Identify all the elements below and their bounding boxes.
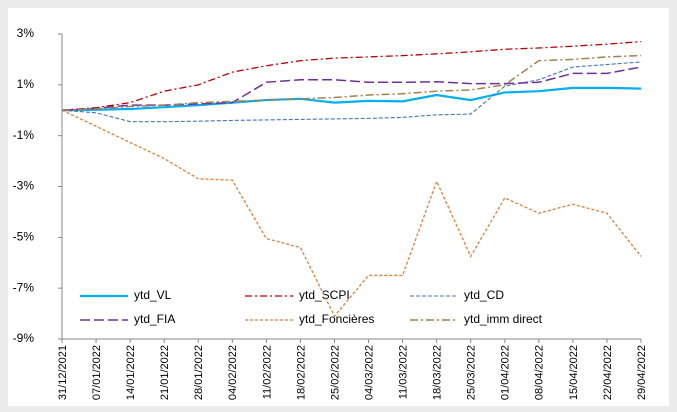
legend-label: ytd_imm direct [464, 312, 543, 326]
x-tick-label: 04/03/2022 [363, 345, 375, 400]
x-tick-label: 11/03/2022 [397, 345, 409, 399]
x-tick-label: 18/03/2022 [432, 345, 444, 400]
series-line [61, 109, 642, 318]
y-tick-label: 3% [17, 26, 35, 40]
y-tick-label: -3% [13, 179, 35, 193]
legend-label: ytd_CD [464, 288, 504, 302]
legend-label: ytd_VL [134, 288, 172, 302]
y-tick-label: -9% [13, 331, 35, 345]
x-tick-label: 28/01/2022 [193, 345, 205, 400]
y-tick-label: 1% [17, 77, 35, 91]
series-line [61, 86, 642, 112]
x-tick-label: 21/01/2022 [159, 345, 171, 400]
x-tick-label: 31/12/2021 [57, 345, 69, 400]
x-tick-label: 29/04/2022 [636, 345, 648, 400]
y-tick-label: -7% [13, 280, 35, 294]
x-tick-label: 04/02/2022 [227, 345, 239, 400]
y-tick-label: -5% [13, 230, 35, 244]
x-tick-label: 25/03/2022 [466, 345, 478, 400]
series-line [61, 40, 642, 111]
x-tick-label: 14/01/2022 [125, 345, 137, 400]
legend-label: ytd_Foncières [299, 312, 374, 326]
x-tick-label: 07/01/2022 [91, 345, 103, 400]
chart-panel [8, 8, 669, 406]
x-tick-label: 25/02/2022 [329, 345, 341, 400]
legend-label: ytd_FIA [134, 312, 175, 326]
x-tick-label: 08/04/2022 [534, 345, 546, 400]
series-line [61, 66, 642, 111]
x-tick-label: 22/04/2022 [602, 345, 614, 400]
x-tick-label: 15/04/2022 [568, 345, 580, 400]
y-tick-label: -1% [13, 128, 35, 142]
x-tick-label: 18/02/2022 [295, 345, 307, 400]
x-tick-label: 11/02/2022 [261, 345, 273, 399]
x-tick-label: 01/04/2022 [500, 345, 512, 400]
series-line [61, 61, 642, 123]
series-line [61, 54, 642, 111]
